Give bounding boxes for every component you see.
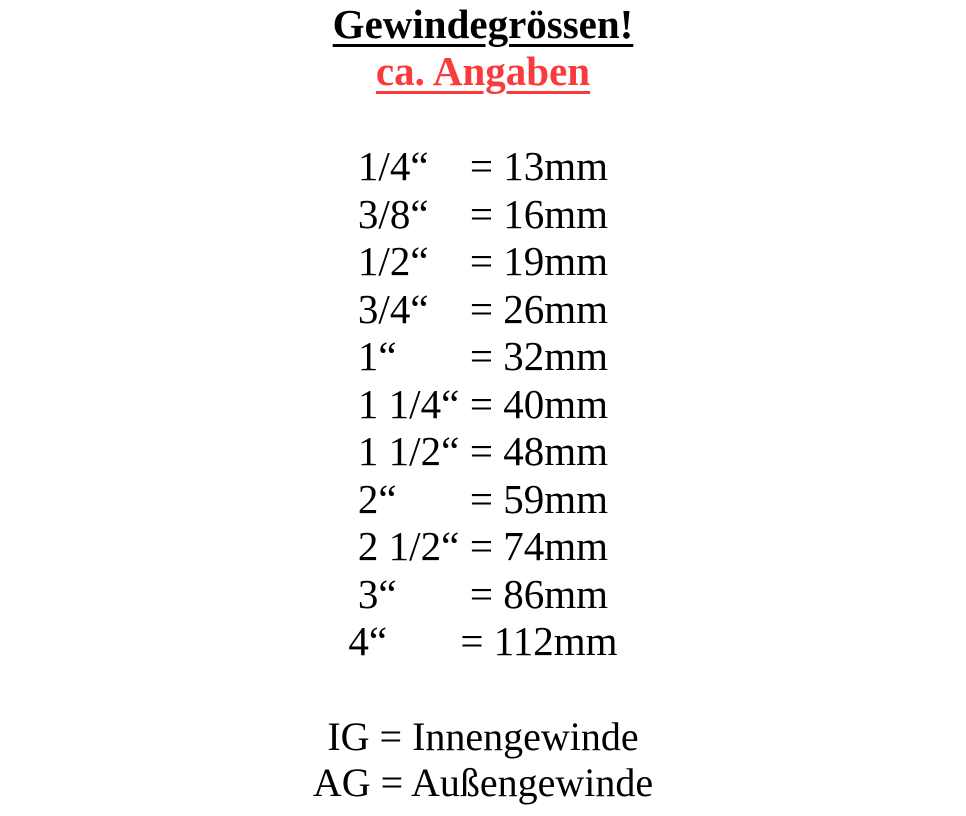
inch-size: 1 1/4“ xyxy=(357,380,460,427)
legend-outer-thread: AG = Außengewinde xyxy=(312,759,654,805)
inch-size: 2 1/2“ xyxy=(357,523,460,569)
inch-size: 3/4“ xyxy=(357,285,429,332)
size-row: 3/4“ = 26mm xyxy=(0,286,966,334)
size-row: 1 1/2“ = 48mm xyxy=(0,428,966,476)
mm-value: = 40mm xyxy=(469,380,609,427)
mm-value: = 26mm xyxy=(469,285,609,332)
page-subtitle: ca. Angaben xyxy=(0,48,966,95)
legend-inner-thread: IG = Innengewinde xyxy=(327,713,639,759)
inch-size: 1/4“ xyxy=(357,143,429,189)
size-row: 1 1/4“ = 40mm xyxy=(0,381,966,429)
mm-value: = 74mm xyxy=(469,523,609,569)
size-row: 2“ = 59mm xyxy=(0,476,966,524)
mm-value: = 19mm xyxy=(469,238,609,284)
inch-size: 2“ xyxy=(357,475,397,522)
page-title: Gewindegrössen! xyxy=(0,0,966,48)
abbreviation-legend: IG = Innengewinde AG = Außengewinde xyxy=(0,714,966,806)
page-subtitle-text: ca. Angaben xyxy=(375,48,591,94)
mm-value: = 86mm xyxy=(469,570,609,617)
mm-value: = 32mm xyxy=(469,333,609,379)
inch-size: 1/2“ xyxy=(357,238,429,284)
size-row: 3“ = 86mm xyxy=(0,571,966,619)
inch-size: 3“ xyxy=(357,570,397,617)
inch-size: 3/8“ xyxy=(357,190,429,237)
inch-size: 4“ xyxy=(348,618,388,664)
inch-size: 1 1/2“ xyxy=(357,428,460,474)
mm-value: = 48mm xyxy=(469,428,609,474)
mm-value: = 59mm xyxy=(469,475,609,522)
size-row: 4“ = 112mm xyxy=(0,618,966,666)
size-row: 1/2“ = 19mm xyxy=(0,238,966,286)
mm-value: = 112mm xyxy=(460,618,618,664)
size-row: 3/8“ = 16mm xyxy=(0,191,966,239)
size-row: 2 1/2“ = 74mm xyxy=(0,523,966,571)
mm-value: = 16mm xyxy=(469,190,609,237)
mm-value: = 13mm xyxy=(469,143,609,189)
inch-size: 1“ xyxy=(357,333,397,379)
thread-size-list: 1/4“ = 13mm 3/8“ = 16mm 1/2“ = 19mm 3/4“ = 2… xyxy=(0,143,966,666)
page-title-text: Gewindegrössen! xyxy=(332,1,634,47)
size-row: 1“ = 32mm xyxy=(0,333,966,381)
size-row: 1/4“ = 13mm xyxy=(0,143,966,191)
